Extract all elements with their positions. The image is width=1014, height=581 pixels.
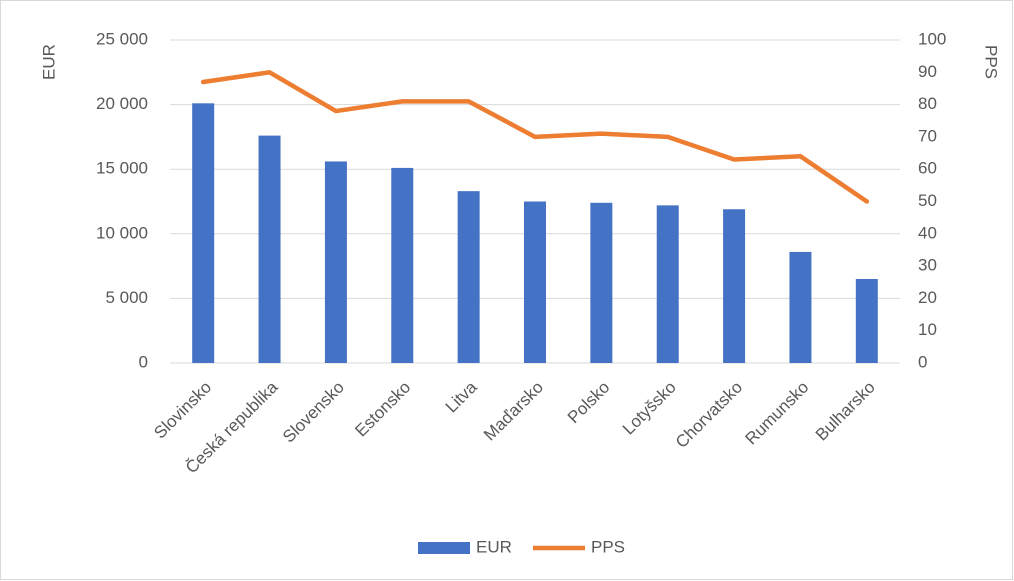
y2-tick-label: 100: [918, 29, 946, 48]
y-tick-label: 5 000: [105, 288, 148, 307]
bar: [192, 103, 215, 364]
bar: [457, 191, 480, 363]
y2-tick-label: 0: [918, 352, 927, 371]
y-tick-label: 10 000: [96, 223, 148, 242]
bar: [324, 161, 347, 363]
bar: [656, 205, 679, 363]
legend-swatch: [418, 542, 470, 554]
bar: [524, 201, 546, 363]
bar: [855, 279, 878, 363]
y2-tick-label: 60: [918, 159, 937, 178]
y2-tick-label: 30: [918, 256, 937, 275]
y2-tick-label: 40: [918, 223, 937, 242]
y-tick-label: 0: [139, 352, 148, 371]
y2-tick-label: 90: [918, 62, 937, 81]
y2-tick-label: 70: [918, 126, 937, 145]
y2-tick-label: 50: [918, 191, 937, 210]
line: [200, 70, 870, 204]
legend-label: PPS: [591, 537, 625, 556]
y2-tick-label: 80: [918, 94, 937, 113]
y2-axis-label: PPS: [982, 45, 1001, 79]
bar: [258, 135, 281, 363]
y-tick-label: 25 000: [96, 29, 148, 48]
y2-tick-label: 20: [918, 288, 937, 307]
y-tick-label: 15 000: [96, 159, 148, 178]
y-tick-label: 20 000: [96, 94, 148, 113]
bar: [723, 209, 746, 363]
y-axis-label: EUR: [39, 44, 58, 80]
y2-tick-label: 10: [918, 320, 937, 339]
legend-label: EUR: [476, 537, 512, 556]
bar: [789, 251, 812, 363]
bar: [590, 202, 613, 363]
bar: [391, 167, 414, 363]
